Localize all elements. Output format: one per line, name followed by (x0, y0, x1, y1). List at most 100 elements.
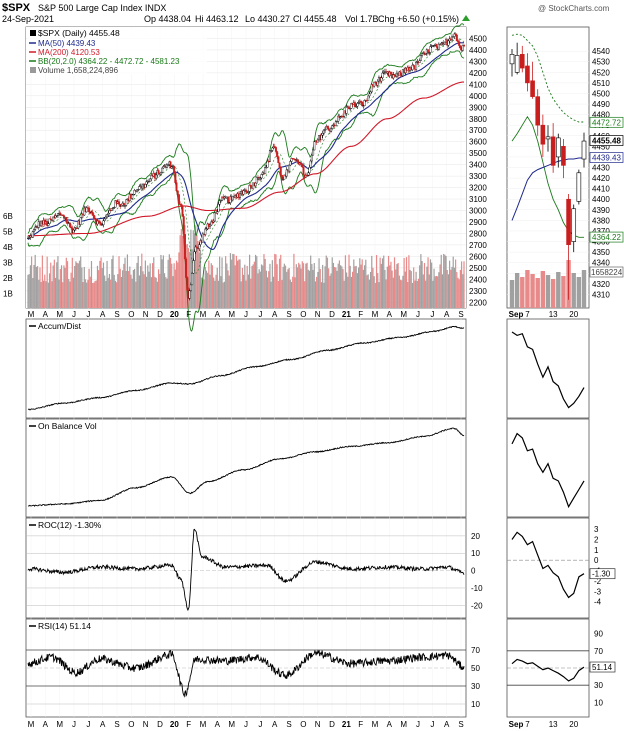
volume-bar (332, 262, 335, 308)
volume-bar (142, 271, 144, 308)
zoom-y-tick-label: 4480 (592, 111, 610, 120)
volume-bar (122, 270, 124, 308)
volume-bar (258, 269, 260, 308)
price-candle (195, 246, 198, 249)
legend-swatch-price (30, 30, 36, 36)
volume-bar (233, 254, 235, 308)
volume-bar (28, 274, 30, 308)
volume-bar (183, 240, 185, 308)
price-candle (137, 189, 140, 191)
on-balance-vol-label: On Balance Vol (38, 421, 97, 431)
price-candle (107, 212, 110, 215)
volume-bar (276, 264, 278, 308)
price-candle (427, 49, 430, 53)
volume-bar (319, 268, 321, 308)
volume-bar (141, 253, 143, 308)
zoom-indicator-y-tick-label: 90 (594, 630, 603, 639)
volume-bar (130, 274, 132, 308)
price-candle (370, 84, 373, 93)
volume-bar (346, 272, 348, 308)
x-tick-label-bottom: O (128, 720, 134, 729)
price-candle (145, 181, 148, 185)
volume-bar (95, 280, 97, 308)
zoom-candle (561, 146, 566, 166)
volume-bar (199, 249, 202, 308)
volume-bar (241, 267, 244, 308)
volume-bar (237, 260, 239, 308)
zoom-indicator-y-tick-label: 2 (594, 536, 599, 545)
volume-bar (108, 273, 111, 308)
volume-tick-label: 2B (3, 274, 13, 283)
price-candle (52, 216, 55, 221)
price-candle (188, 290, 191, 299)
volume-bar (463, 261, 465, 308)
volume-bar (433, 268, 435, 308)
price-candle (106, 214, 109, 218)
price-candle (176, 190, 179, 195)
price-candle (268, 150, 271, 162)
zoom-volume-bar (530, 274, 535, 308)
volume-bar (62, 282, 64, 308)
volume-bar (208, 260, 210, 308)
price-candle (72, 229, 75, 234)
price-candle (271, 147, 274, 151)
price-candle (94, 217, 97, 220)
volume-bar (438, 272, 440, 308)
price-candle (135, 189, 138, 192)
quote-change: Chg +6.50 (+0.15%) (378, 14, 459, 24)
volume-bar (222, 282, 224, 308)
zoom-value-tag-box (589, 152, 624, 163)
volume-bar (247, 274, 249, 308)
volume-bar (88, 268, 90, 308)
price-candle (415, 61, 418, 70)
price-candle (31, 231, 34, 238)
x-tick-label-bottom: A (215, 720, 221, 729)
volume-bar (59, 268, 61, 308)
volume-bar (325, 255, 327, 308)
volume-bar (390, 261, 392, 308)
volume-bar (99, 260, 101, 308)
price-y-tick-label: 3500 (469, 149, 487, 158)
zoom-volume-bar (514, 273, 520, 308)
volume-bar (373, 276, 375, 308)
price-candle (209, 224, 212, 227)
x-tick-label-top: S (114, 310, 119, 319)
price-y-tick-label: 3900 (469, 103, 487, 112)
price-candle (193, 251, 196, 261)
x-tick-label-top: M (372, 310, 379, 319)
volume-bar (221, 257, 223, 308)
volume-bar (147, 265, 149, 308)
volume-bar (163, 273, 166, 308)
price-candle (228, 202, 231, 204)
volume-bar (226, 263, 228, 308)
price-candle (101, 224, 104, 226)
volume-bar (171, 263, 173, 308)
volume-bar (385, 279, 387, 308)
price-candle (180, 204, 183, 207)
price-candle (173, 165, 176, 174)
volume-bar (77, 263, 79, 308)
price-candle (169, 161, 172, 169)
volume-bar (434, 276, 436, 308)
volume-bar (219, 256, 221, 308)
indicator-y-tick-label: 50 (471, 664, 480, 673)
price-candle (321, 133, 324, 136)
volume-bar (246, 265, 248, 308)
price-candle (443, 41, 446, 45)
price-y-tick-label: 4200 (469, 69, 487, 78)
price-candle (131, 194, 134, 199)
volume-bar (378, 282, 380, 308)
price-candle (459, 45, 462, 49)
price-candle (355, 106, 358, 108)
price-candle (174, 172, 177, 183)
volume-bar (461, 261, 463, 308)
volume-bar (259, 271, 261, 308)
volume-bar (405, 257, 408, 308)
x-tick-label-bottom: J (430, 720, 434, 729)
x-tick-label-top: N (315, 310, 321, 319)
volume-bar (113, 274, 115, 308)
price-candle (376, 80, 379, 86)
ma200-line (28, 81, 464, 237)
volume-bar (371, 255, 373, 308)
zoom-indicator-y-tick-label: 70 (594, 647, 603, 656)
